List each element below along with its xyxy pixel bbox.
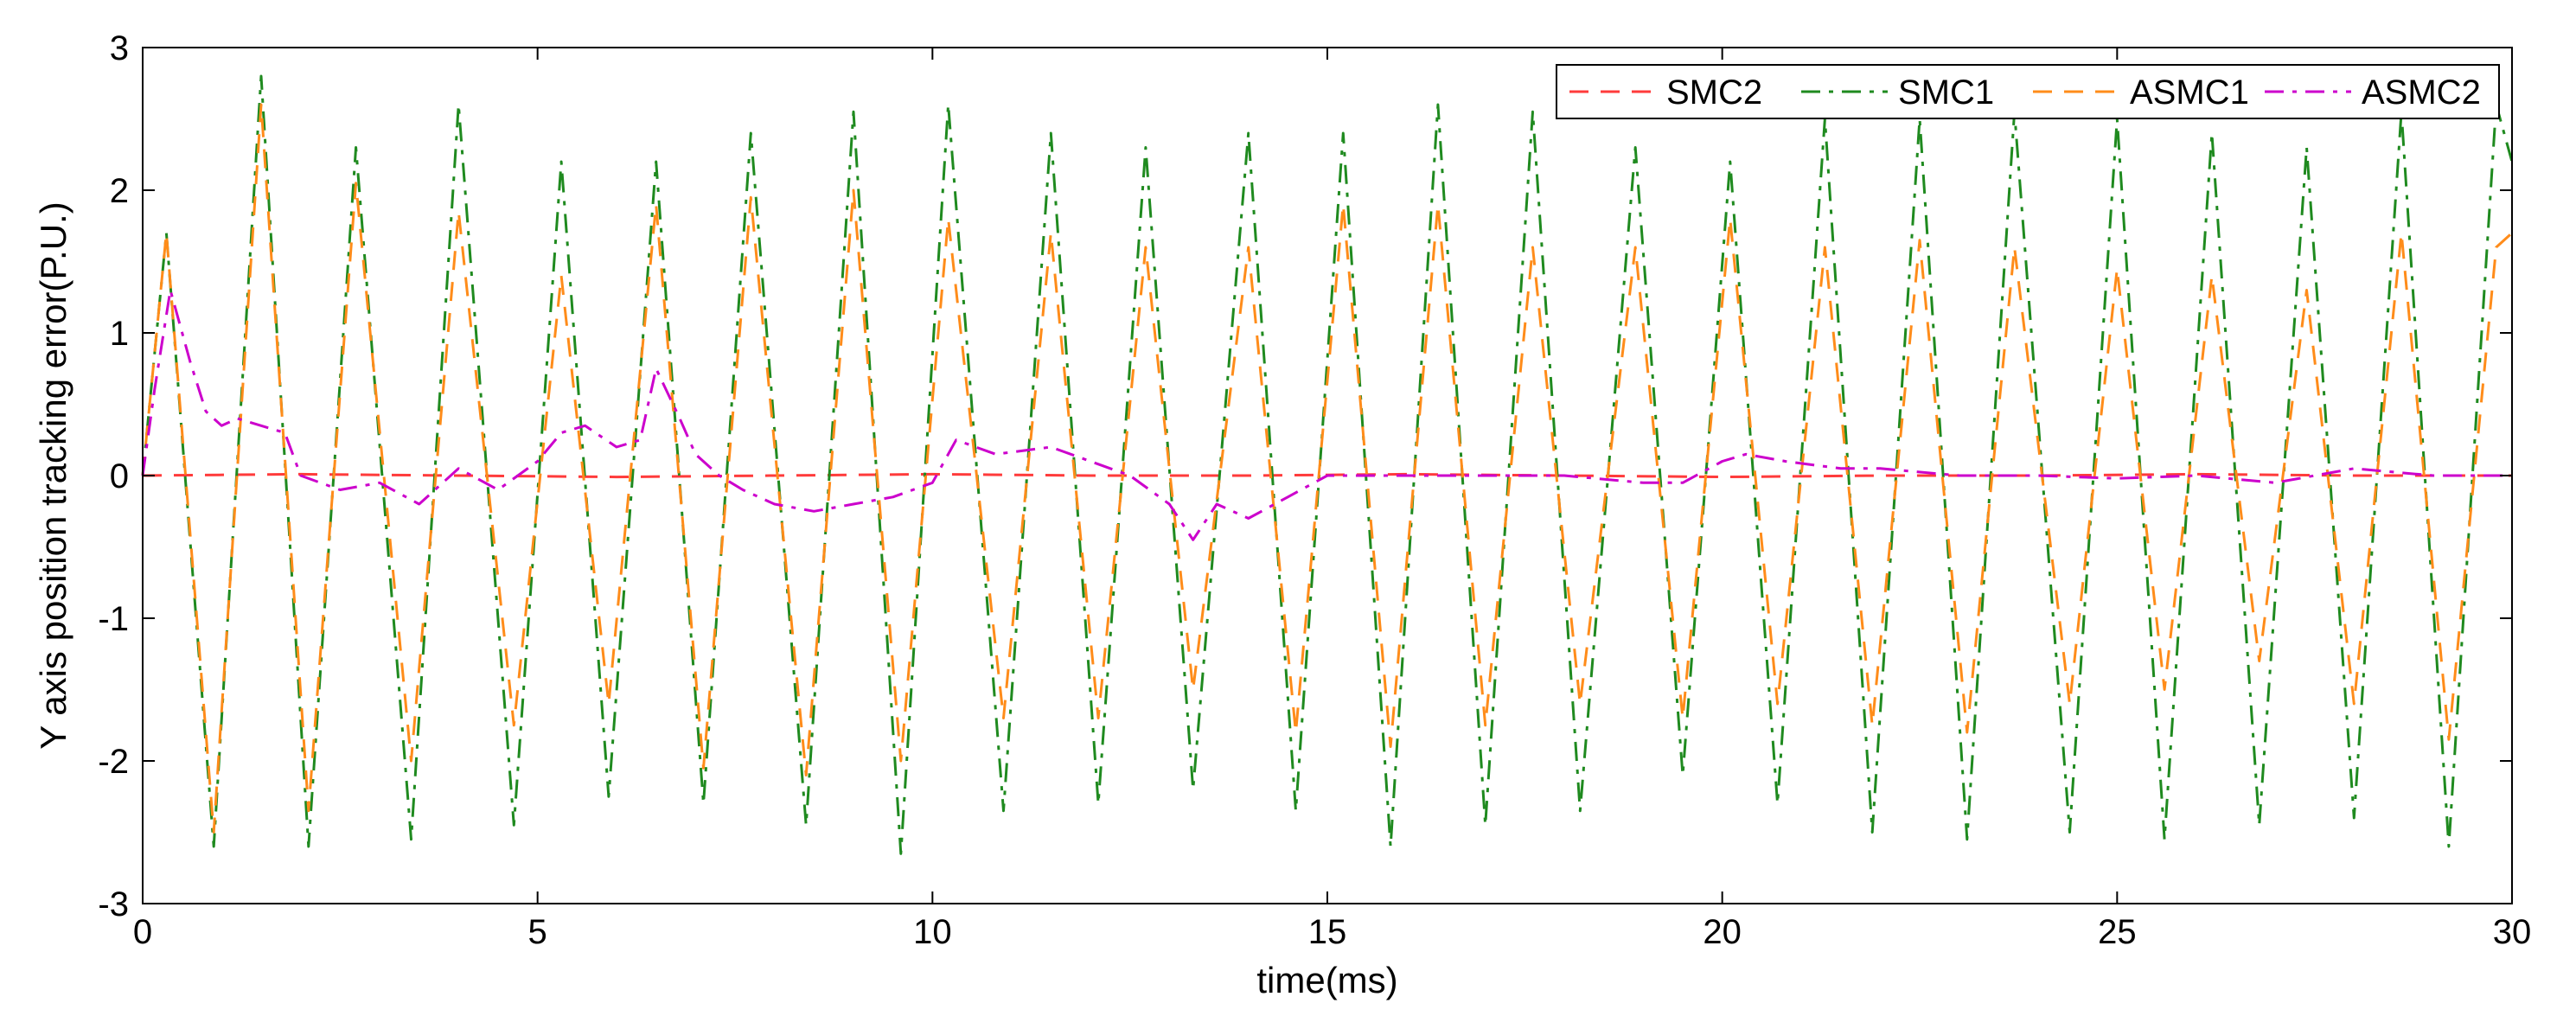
- tick-layer: 0 5 10 15 20 25 30 -3 -2 -1 0 1 2 3: [98, 29, 2531, 951]
- x-tick-label: 25: [2098, 913, 2137, 951]
- series-line-asmc1: [141, 103, 2514, 834]
- y-tick-label: 0: [110, 457, 129, 495]
- x-tick-label: 5: [528, 913, 547, 951]
- legend-box: [1556, 64, 2500, 119]
- x-tick-label: 0: [133, 913, 152, 951]
- legend-label-smc1: SMC1: [1898, 73, 1994, 112]
- series-line-asmc2: [141, 289, 2512, 541]
- y-tick-label: 2: [110, 172, 129, 210]
- legend: SMC2 SMC1 ASMC1 ASMC2: [1556, 64, 2500, 119]
- series-layer: [141, 74, 2514, 855]
- series-line-smc1: [141, 74, 2514, 855]
- y-tick-label: -1: [98, 600, 129, 638]
- legend-label-asmc1: ASMC1: [2130, 73, 2249, 112]
- y-tick-label: 1: [110, 315, 129, 353]
- x-tick-label: 15: [1308, 913, 1347, 951]
- x-tick-label: 10: [913, 913, 952, 951]
- x-axis-title: time(ms): [1256, 960, 1397, 1000]
- x-tick-label: 20: [1703, 913, 1742, 951]
- y-axis-title: Y axis position tracking error(P.U.): [33, 201, 74, 749]
- legend-label-asmc2: ASMC2: [2362, 73, 2481, 112]
- y-tick-label: -3: [98, 885, 129, 923]
- y-tick-label: 3: [110, 29, 129, 67]
- x-tick-label: 30: [2493, 913, 2532, 951]
- y-tick-label: -2: [98, 743, 129, 781]
- legend-label-smc2: SMC2: [1666, 73, 1762, 112]
